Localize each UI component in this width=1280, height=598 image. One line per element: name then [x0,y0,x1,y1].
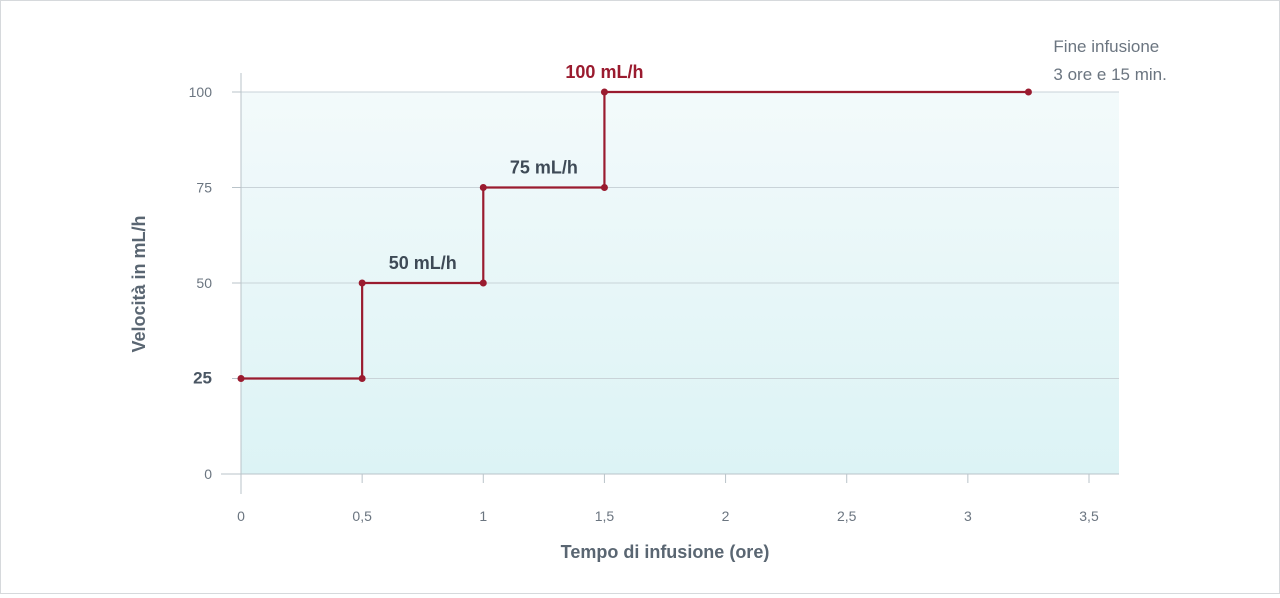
y-tick-label: 0 [204,466,212,482]
series-line [241,90,1029,380]
step-annotation: 50 mL/h [389,253,457,273]
step-annotation: 100 mL/h [565,62,643,82]
data-point [479,184,487,191]
y-tick-label: 25 [193,369,212,388]
data-points [237,88,1032,382]
end-note-line-2: 3 ore e 15 min. [1053,65,1166,84]
data-point [358,375,366,382]
x-tick-label: 0 [237,508,245,524]
x-axis-ticks: 0 0,5 1 1,5 2 2,5 3 3,5 [237,474,1099,524]
step-annotation: 75 mL/h [510,158,578,178]
x-tick-label: 2,5 [837,508,857,524]
end-note-line-1: Fine infusione [1053,37,1159,56]
data-point [358,279,366,287]
y-tick-label: 50 [196,275,212,291]
y-axis-ticks: 0 25 50 75 100 [189,84,241,482]
x-tick-label: 3,5 [1079,508,1099,524]
data-point [600,184,608,191]
data-point [479,279,487,287]
x-tick-label: 0,5 [352,508,372,524]
data-point [600,88,608,96]
infusion-rate-line [241,90,1029,380]
y-tick-label: 100 [189,84,213,100]
y-axis-title: Velocità in mL/h [129,215,149,352]
x-tick-label: 2 [722,508,730,524]
step-annotations: 50 mL/h 75 mL/h 100 mL/h [389,62,644,273]
end-infusion-note: Fine infusione 3 ore e 15 min. [1053,37,1166,84]
data-point [237,375,245,382]
x-tick-label: 3 [964,508,972,524]
x-tick-label: 1,5 [595,508,615,524]
x-tick-label: 1 [479,508,487,524]
x-axis-title: Tempo di infusione (ore) [561,542,770,562]
y-tick-label: 75 [196,180,212,196]
data-point [1024,88,1032,96]
